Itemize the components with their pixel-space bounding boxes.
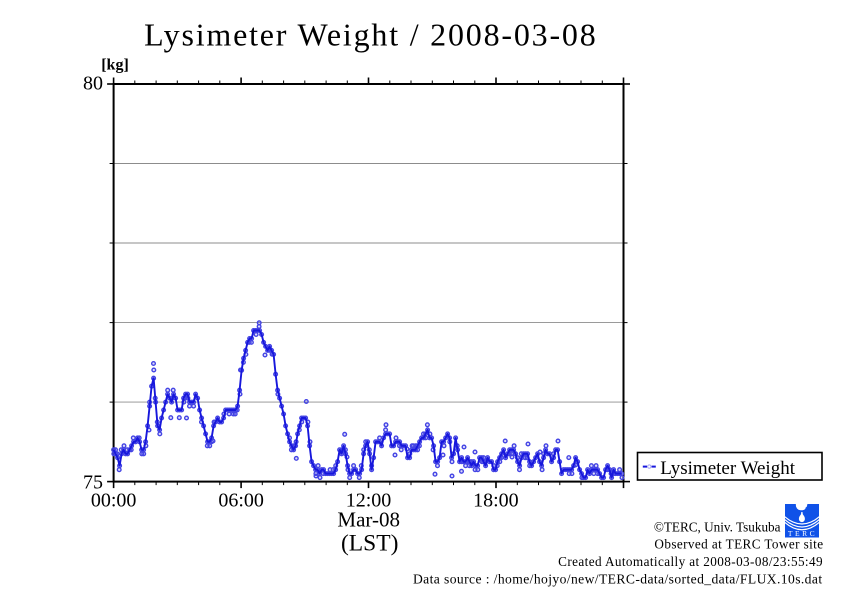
svg-text:Lysimeter Weight: Lysimeter Weight: [660, 458, 796, 479]
svg-text:12:00: 12:00: [346, 490, 392, 512]
svg-text:Data source : /home/hojyo/new/: Data source : /home/hojyo/new/TERC-data/…: [413, 571, 823, 586]
svg-text:TERC: TERC: [788, 529, 817, 538]
svg-text:00:00: 00:00: [91, 490, 137, 512]
svg-text:Created Automatically at 2008-: Created Automatically at 2008-03-08/23:5…: [558, 554, 823, 569]
svg-text:06:00: 06:00: [218, 490, 264, 512]
svg-text:©TERC, Univ. Tsukuba: ©TERC, Univ. Tsukuba: [654, 519, 781, 534]
svg-text:(LST): (LST): [341, 531, 398, 557]
svg-text:18:00: 18:00: [473, 490, 519, 512]
svg-text:Mar-08: Mar-08: [337, 507, 400, 531]
svg-text:75: 75: [83, 471, 103, 493]
svg-text:Lysimeter Weight / 2008-03-08: Lysimeter Weight / 2008-03-08: [144, 17, 597, 53]
svg-text:80: 80: [83, 73, 103, 95]
svg-text:Observed at TERC Tower site: Observed at TERC Tower site: [654, 537, 823, 552]
svg-text:[kg]: [kg]: [101, 57, 129, 74]
